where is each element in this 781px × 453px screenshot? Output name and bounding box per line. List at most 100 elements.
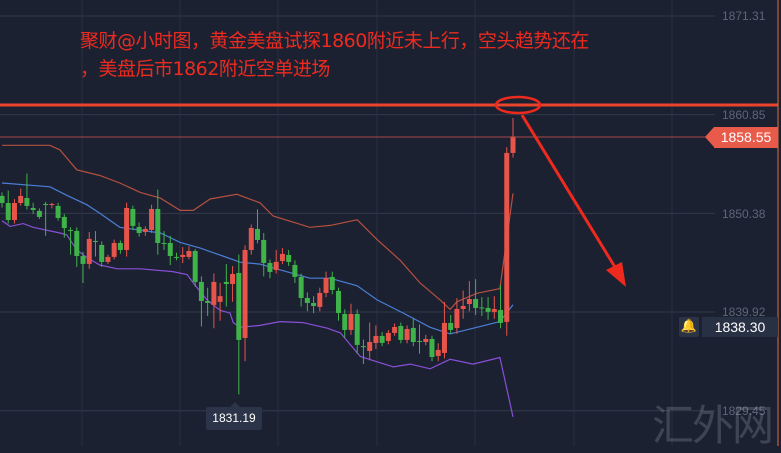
candle xyxy=(167,235,173,266)
candle-body xyxy=(223,281,229,285)
candle-body xyxy=(11,202,17,220)
candle-body xyxy=(136,226,142,233)
candle xyxy=(130,205,136,231)
candle-body xyxy=(317,292,323,307)
candle xyxy=(192,249,198,287)
candle-body xyxy=(117,242,123,250)
candle xyxy=(373,325,379,349)
price-tick: 1850.38 xyxy=(722,207,766,221)
bollinger-upper-band xyxy=(2,144,514,311)
candle-body xyxy=(186,250,192,257)
candle xyxy=(211,273,217,329)
candle-body xyxy=(267,262,273,272)
candle xyxy=(117,240,123,254)
candle-body xyxy=(205,300,211,303)
candle xyxy=(155,189,161,255)
candle xyxy=(441,301,447,359)
candle-body xyxy=(392,327,398,333)
candle xyxy=(5,190,11,224)
candle-body xyxy=(149,208,155,230)
candle-body xyxy=(441,322,447,353)
candle xyxy=(223,264,229,307)
candle xyxy=(186,246,192,260)
candle-body xyxy=(510,136,516,153)
candle xyxy=(473,279,479,316)
candle xyxy=(92,231,98,257)
candle-body xyxy=(55,205,61,218)
candle xyxy=(342,309,348,338)
candle-body xyxy=(230,274,236,285)
candle xyxy=(55,202,61,221)
candle-body xyxy=(448,322,454,330)
candle xyxy=(466,281,472,312)
candle xyxy=(460,290,466,319)
price-tick: 1871.31 xyxy=(722,9,766,23)
candle-body xyxy=(354,313,360,345)
candle-body xyxy=(167,242,173,256)
candle-body xyxy=(255,228,260,240)
candle-body xyxy=(298,276,304,298)
candle xyxy=(242,245,248,362)
candle xyxy=(485,297,491,320)
candle xyxy=(385,330,391,345)
candle-body xyxy=(142,228,148,232)
candle-body xyxy=(74,230,80,256)
candle-body xyxy=(242,249,248,338)
candle xyxy=(80,251,86,283)
candle-body xyxy=(398,325,404,340)
candle-body xyxy=(80,255,86,264)
candle xyxy=(392,323,398,336)
candle xyxy=(74,227,80,267)
candle-body xyxy=(367,341,373,351)
candle xyxy=(479,297,485,316)
candle-body xyxy=(130,208,136,226)
candle-body xyxy=(348,313,354,330)
candle xyxy=(180,247,186,264)
bollinger-lower-band xyxy=(1,220,514,418)
candle xyxy=(24,173,30,210)
candle-body xyxy=(491,308,497,312)
annotation-line-1: 聚财@小时图，黄金美盘试探1860附近未上行，空头趋势还在 xyxy=(80,30,589,52)
candle-body xyxy=(217,296,223,302)
candle xyxy=(43,201,49,236)
candle xyxy=(61,214,67,238)
price-tick: 1829.45 xyxy=(722,404,766,418)
candle-body xyxy=(423,338,429,342)
candle xyxy=(454,298,460,334)
candle-body xyxy=(198,281,204,301)
candle xyxy=(11,199,17,224)
candle xyxy=(398,322,404,344)
candle-body xyxy=(30,207,36,210)
candle-body xyxy=(311,302,317,306)
candle-body xyxy=(124,207,130,250)
candle-body xyxy=(261,239,267,263)
candle xyxy=(329,271,335,295)
candle-body xyxy=(111,242,117,257)
candle-body xyxy=(485,307,491,312)
candle xyxy=(273,249,279,274)
candle-body xyxy=(435,349,441,356)
annotation-line-2: ，美盘后市1862附近空单进场 xyxy=(80,58,330,80)
candle-body xyxy=(473,298,479,308)
candle xyxy=(348,303,354,335)
candle-body xyxy=(0,195,5,203)
low-price-marker: 1831.19 xyxy=(206,402,262,430)
candle-body xyxy=(273,261,279,270)
candle-body xyxy=(248,227,254,250)
candle xyxy=(217,282,223,321)
alert-price-label[interactable]: 1838.30 xyxy=(702,317,778,337)
candle xyxy=(410,317,416,347)
candle xyxy=(323,271,329,298)
candle xyxy=(68,227,74,255)
candle xyxy=(317,287,323,312)
candles xyxy=(0,117,516,395)
candle-body xyxy=(498,309,504,323)
candle-body xyxy=(360,346,366,348)
down-arrow-icon xyxy=(520,114,626,287)
candle xyxy=(124,202,130,257)
candle-body xyxy=(286,254,292,262)
candle-body xyxy=(105,256,111,262)
candle xyxy=(448,315,454,334)
bell-icon[interactable]: 🔔 xyxy=(679,317,699,337)
candle xyxy=(36,208,42,219)
